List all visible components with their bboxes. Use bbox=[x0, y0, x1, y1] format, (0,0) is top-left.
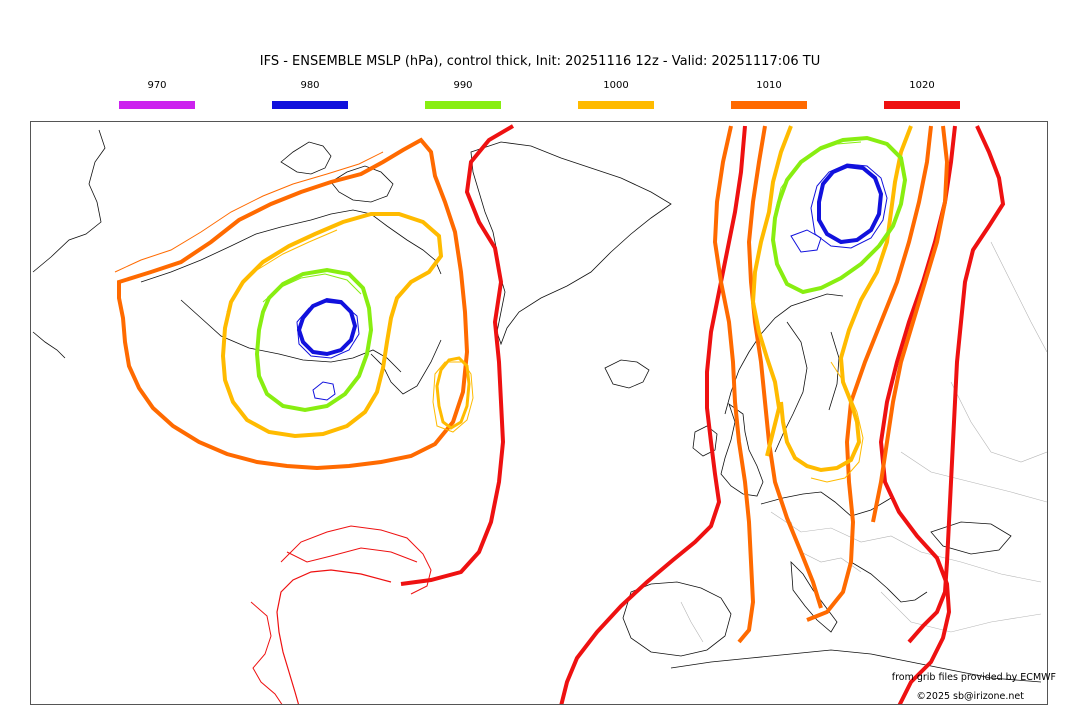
isobar-1020-atlantic bbox=[400, 124, 515, 586]
coastline-canada-islands bbox=[280, 141, 332, 175]
coastline-canada-arctic bbox=[140, 209, 442, 283]
isobar-1010-canada-spread bbox=[114, 151, 384, 273]
legend-label: 980 bbox=[300, 80, 320, 91]
coastline-finland bbox=[828, 331, 840, 411]
coastline-alaska-west bbox=[32, 331, 66, 359]
legend-item-990: 990 bbox=[424, 80, 502, 109]
map-panel bbox=[30, 121, 1048, 705]
isobars-1010 bbox=[114, 125, 950, 644]
coastline-iberia bbox=[622, 581, 732, 657]
isobar-1010-europe-west bbox=[712, 125, 756, 644]
coastline-iceland bbox=[604, 359, 650, 389]
border-line bbox=[950, 381, 1047, 463]
coastlines bbox=[32, 129, 1042, 683]
isobar-980-canada-tail bbox=[312, 381, 336, 401]
isobar-980-scandinavia-inner bbox=[810, 163, 888, 249]
isobars-990 bbox=[254, 135, 908, 413]
legend-label: 990 bbox=[453, 80, 473, 91]
legend-item-980: 980 bbox=[271, 80, 349, 109]
isobar-1000-atlantic-blob bbox=[435, 356, 471, 430]
coastline-alaska bbox=[32, 129, 106, 273]
isobars-1000 bbox=[220, 125, 913, 483]
legend-swatch bbox=[425, 101, 501, 109]
isobar-1000-scandinavia-spread bbox=[810, 361, 864, 483]
coastline-great-britain bbox=[720, 402, 764, 497]
border-line bbox=[880, 591, 1042, 633]
coastline-sweden bbox=[774, 321, 808, 453]
coastline-black-sea bbox=[930, 521, 1012, 555]
isobar-1010-canada bbox=[117, 137, 470, 471]
isobar-1020-atlantic-wiggle bbox=[280, 525, 432, 595]
isobar-990-canada-spread bbox=[262, 273, 362, 303]
coastline-balkans bbox=[850, 561, 928, 603]
isobar-1020-atlantic-wiggle bbox=[250, 601, 283, 704]
isobar-1020-biscay bbox=[559, 125, 747, 704]
legend-swatch bbox=[884, 101, 960, 109]
isobar-1000-canada bbox=[220, 212, 444, 439]
legend-item-970: 970 bbox=[118, 80, 196, 109]
legend-swatch bbox=[578, 101, 654, 109]
isobar-1000-scandinavia-east bbox=[779, 125, 913, 473]
isobar-1020-far-east bbox=[907, 125, 1006, 644]
legend-label: 1020 bbox=[909, 80, 935, 91]
isobar-980-canada-inner bbox=[296, 301, 360, 359]
coastline-hudson-bay bbox=[180, 299, 402, 373]
isobar-980-scandinavia-tail bbox=[790, 229, 822, 253]
isobars-980 bbox=[296, 163, 888, 401]
legend-item-1000: 1000 bbox=[577, 80, 655, 109]
isobar-1020-atlantic-west bbox=[276, 569, 392, 704]
copyright-credit: ©2025 sb@irizone.net bbox=[916, 691, 1024, 702]
border-line bbox=[770, 511, 1042, 583]
data-source-credit: from grib files provided by ECMWF bbox=[891, 672, 1056, 683]
coastline-norway bbox=[724, 293, 844, 415]
chart-title: IFS - ENSEMBLE MSLP (hPa), control thick… bbox=[259, 54, 821, 69]
border-line bbox=[900, 451, 1047, 503]
coastline-greenland bbox=[470, 141, 672, 346]
legend-label: 970 bbox=[147, 80, 167, 91]
isobar-map bbox=[32, 124, 1047, 704]
border-line bbox=[990, 241, 1047, 353]
legend-item-1020: 1020 bbox=[883, 80, 961, 109]
isobar-990-canada bbox=[254, 267, 374, 413]
isobar-980-canada bbox=[296, 297, 358, 357]
coastline-europe-north bbox=[760, 491, 892, 517]
isobar-1000-canada-spread bbox=[226, 229, 338, 313]
isobar-1010-europe-mid bbox=[746, 125, 823, 609]
legend-label: 1000 bbox=[603, 80, 629, 91]
isobar-legend: 970 980 990 1000 1010 1020 bbox=[0, 80, 1080, 112]
border-line bbox=[680, 601, 704, 643]
coastline-ireland bbox=[692, 425, 718, 457]
legend-swatch bbox=[119, 101, 195, 109]
legend-swatch bbox=[272, 101, 348, 109]
isobar-980-scandinavia bbox=[817, 163, 884, 245]
isobar-1010-europe-east bbox=[806, 125, 933, 622]
isobar-1020-atlantic-wiggle bbox=[286, 547, 418, 563]
legend-item-1010: 1010 bbox=[730, 80, 808, 109]
isobar-1000-scandinavia bbox=[750, 125, 793, 457]
isobar-1010-europe-far-east bbox=[871, 125, 950, 523]
isobar-990-scandinavia bbox=[770, 135, 908, 295]
coastline-north-africa bbox=[670, 649, 1042, 683]
legend-swatch bbox=[731, 101, 807, 109]
isobar-990-scandinavia-spread bbox=[774, 141, 862, 213]
legend-label: 1010 bbox=[756, 80, 782, 91]
country-borders bbox=[680, 241, 1047, 643]
coastline-italy bbox=[790, 560, 838, 633]
isobar-1000-atlantic-blob-inner bbox=[432, 361, 474, 433]
coastline-baffin bbox=[330, 165, 394, 203]
